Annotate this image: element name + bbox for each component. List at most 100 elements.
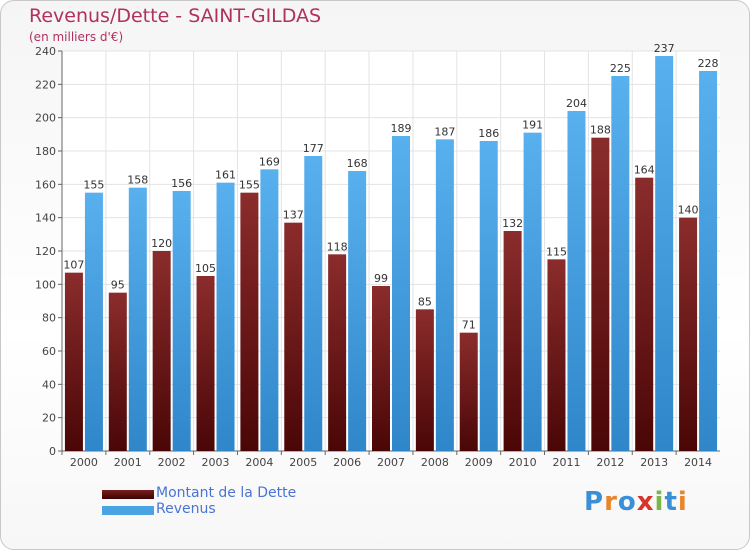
bar-debt	[547, 259, 566, 451]
data-label-revenue: 225	[610, 62, 631, 75]
legend-label-revenue: Revenus	[156, 501, 216, 517]
bar-debt	[591, 137, 610, 451]
bar-revenue	[435, 139, 454, 452]
chart-title: Revenus/Dette - SAINT-GILDAS	[29, 5, 322, 27]
bar-revenue	[128, 187, 147, 451]
x-tick-label: 2002	[158, 456, 186, 469]
bar-revenue	[348, 171, 367, 451]
bar-revenue	[655, 56, 674, 451]
bar-debt	[108, 292, 127, 451]
x-tick-label: 2005	[289, 456, 317, 469]
data-labels: 107 95 120 105 155 137 118 99 85 71 132 115 188 164 14…	[63, 42, 718, 332]
axes: 0 20 40 60 80 100 120 140 160 180 200 220 240 2000 200…	[35, 45, 720, 469]
y-tick-label: 20	[42, 412, 56, 425]
bar-revenue	[172, 191, 191, 451]
x-tick-label: 2007	[377, 456, 405, 469]
x-tick-label: 2001	[114, 456, 142, 469]
data-label-debt: 115	[546, 245, 567, 258]
bar-revenue	[567, 111, 586, 451]
y-tick-label: 80	[42, 312, 56, 325]
data-label-debt: 164	[634, 164, 655, 177]
data-label-revenue: 187	[434, 125, 455, 138]
x-tick-label: 2010	[509, 456, 537, 469]
data-label-revenue: 161	[215, 169, 236, 182]
bar-debt	[240, 192, 259, 451]
y-tick-label: 160	[35, 178, 56, 191]
x-tick-label: 2000	[70, 456, 98, 469]
data-label-debt: 120	[151, 237, 172, 250]
data-label-revenue: 191	[522, 119, 543, 132]
legend-swatch-debt	[102, 490, 154, 499]
y-tick-label: 40	[42, 378, 56, 391]
x-tick-label: 2013	[640, 456, 668, 469]
chart-subtitle: (en milliers d'€)	[29, 30, 124, 44]
bar-revenue	[216, 182, 235, 451]
bar-revenue	[523, 132, 542, 451]
bar-revenue	[260, 169, 279, 452]
data-label-revenue: 169	[259, 155, 280, 168]
bar-revenue	[304, 156, 323, 451]
x-tick-label: 2012	[596, 456, 624, 469]
bar-debt	[635, 177, 654, 451]
data-label-debt: 71	[462, 319, 476, 332]
data-label-debt: 140	[678, 204, 699, 217]
bar-revenue	[392, 136, 410, 451]
bar-revenue	[479, 141, 498, 451]
data-label-debt: 188	[590, 124, 611, 137]
y-tick-label: 100	[35, 278, 56, 291]
data-label-revenue: 156	[171, 177, 192, 190]
data-label-revenue: 189	[391, 122, 412, 135]
data-label-debt: 132	[502, 217, 523, 230]
bar-revenue	[84, 192, 103, 451]
bars	[64, 56, 718, 452]
x-tick-label: 2003	[202, 456, 230, 469]
y-tick-label: 220	[35, 78, 56, 91]
x-tick-label: 2009	[465, 456, 493, 469]
data-label-revenue: 155	[83, 179, 104, 192]
bar-debt	[415, 309, 434, 451]
bar-debt	[679, 217, 698, 451]
bar-debt	[459, 332, 478, 451]
bar-debt	[284, 222, 303, 451]
data-label-debt: 107	[63, 259, 84, 272]
x-tick-label: 2011	[552, 456, 580, 469]
bar-revenue	[611, 76, 630, 451]
data-label-debt: 85	[418, 295, 432, 308]
data-label-revenue: 168	[347, 157, 368, 170]
data-label-debt: 155	[239, 179, 260, 192]
logo-text: Proxiti	[584, 487, 688, 517]
grid-lines	[62, 50, 720, 452]
data-label-debt: 95	[111, 279, 125, 292]
y-tick-label: 180	[35, 145, 56, 158]
x-tick-label: 2014	[684, 456, 712, 469]
legend-swatch-revenue	[102, 506, 154, 515]
data-label-debt: 137	[283, 209, 304, 222]
data-label-revenue: 158	[127, 174, 148, 187]
x-tick-label: 2008	[421, 456, 449, 469]
y-tick-label: 120	[35, 245, 56, 258]
proxiti-logo: Proxiti	[584, 487, 688, 517]
data-label-revenue: 186	[478, 127, 499, 140]
data-label-revenue: 237	[654, 42, 675, 55]
data-label-revenue: 177	[303, 142, 324, 155]
legend-label-debt: Montant de la Dette	[156, 485, 297, 501]
data-label-debt: 105	[195, 262, 216, 275]
bar-debt	[503, 231, 522, 451]
y-tick-label: 140	[35, 212, 56, 225]
bar-debt	[152, 251, 171, 451]
y-tick-label: 200	[35, 112, 56, 125]
bar-revenue	[699, 71, 718, 451]
y-tick-label: 240	[35, 45, 56, 58]
bar-debt	[328, 254, 347, 451]
data-label-revenue: 204	[566, 97, 587, 110]
y-tick-label: 0	[49, 445, 56, 458]
data-label-revenue: 228	[698, 57, 719, 70]
x-tick-label: 2004	[245, 456, 273, 469]
bar-debt	[196, 276, 215, 451]
bar-debt	[372, 286, 390, 451]
bar-debt	[64, 272, 83, 451]
y-tick-label: 60	[42, 345, 56, 358]
data-label-debt: 118	[327, 240, 348, 253]
